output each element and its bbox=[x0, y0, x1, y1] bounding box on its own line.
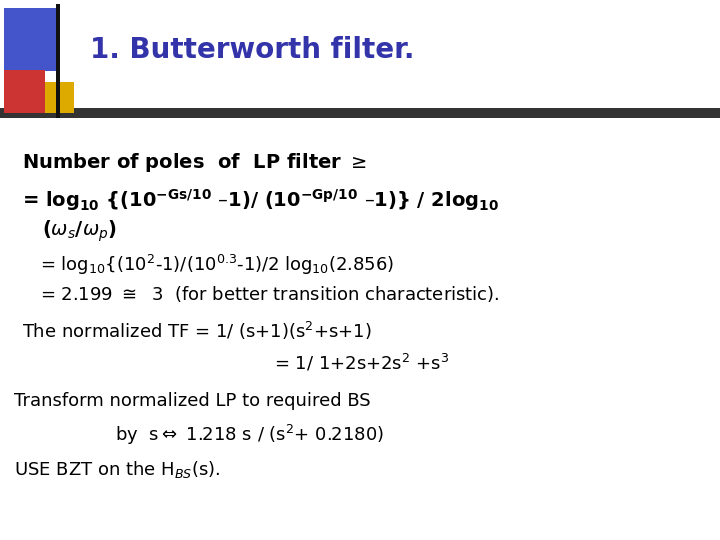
Text: = 2.199 $\cong$  3  (for better transition characteristic).: = 2.199 $\cong$ 3 (for better transition… bbox=[40, 284, 499, 305]
Bar bbox=[4, 8, 58, 71]
Text: Number of poles  of  LP filter $\geq$: Number of poles of LP filter $\geq$ bbox=[22, 151, 366, 173]
Text: 1. Butterworth filter.: 1. Butterworth filter. bbox=[90, 36, 415, 64]
Text: = log$_{10}${(10$^{2}$-1)/(10$^{0.3}$-1)/2 log$_{10}$(2.856): = log$_{10}${(10$^{2}$-1)/(10$^{0.3}$-1)… bbox=[40, 253, 394, 276]
Text: = 1/ 1+2s+2s$^{2}$ +s$^{3}$: = 1/ 1+2s+2s$^{2}$ +s$^{3}$ bbox=[274, 352, 449, 374]
Bar bbox=[56, 4, 60, 118]
Text: USE BZT on the H$_{BS}$(s).: USE BZT on the H$_{BS}$(s). bbox=[14, 460, 221, 480]
Bar bbox=[0, 108, 720, 118]
Bar bbox=[45, 82, 74, 113]
Text: ($\boldsymbol{\omega_s/\omega_p}$): ($\boldsymbol{\omega_s/\omega_p}$) bbox=[42, 218, 117, 244]
Bar bbox=[4, 70, 45, 113]
Text: by  s$\Leftrightarrow$ 1.218 s / (s$^{2}$+ 0.2180): by s$\Leftrightarrow$ 1.218 s / (s$^{2}$… bbox=[115, 423, 384, 447]
Text: The normalized TF = 1/ (s+1)(s$^{2}$+s+1): The normalized TF = 1/ (s+1)(s$^{2}$+s+1… bbox=[22, 320, 372, 341]
Text: = log$_{\mathbf{10}}$ {(10$^{\mathbf{-Gs/10}}$ –1)/ (10$^{\mathbf{-Gp/10}}$ –1)}: = log$_{\mathbf{10}}$ {(10$^{\mathbf{-Gs… bbox=[22, 187, 498, 213]
Text: Transform normalized LP to required BS: Transform normalized LP to required BS bbox=[14, 392, 371, 410]
